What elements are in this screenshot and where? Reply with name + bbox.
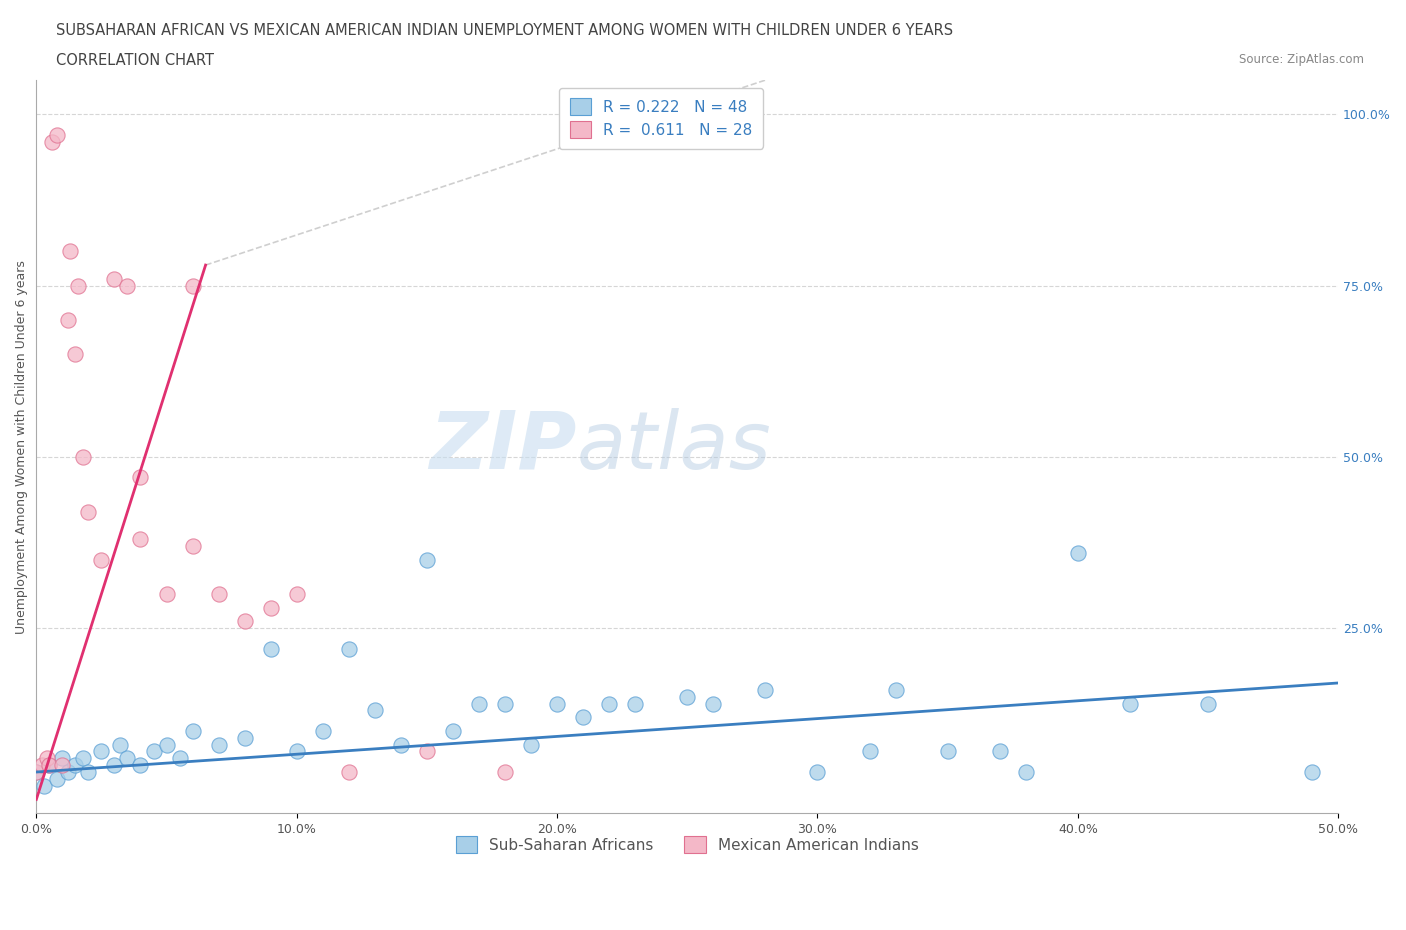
Point	[1119, 696, 1142, 711]
Point	[364, 703, 387, 718]
Point	[51, 758, 73, 773]
Point	[494, 696, 516, 711]
Point	[72, 449, 94, 464]
Point	[155, 737, 177, 752]
Point	[207, 737, 229, 752]
Point	[1067, 545, 1090, 560]
Point	[46, 127, 69, 142]
Point	[181, 538, 204, 553]
Point	[51, 751, 73, 765]
Point	[181, 724, 204, 738]
Point	[72, 751, 94, 765]
Point	[207, 587, 229, 602]
Legend: Sub-Saharan Africans, Mexican American Indians: Sub-Saharan Africans, Mexican American I…	[449, 829, 927, 860]
Point	[337, 642, 360, 657]
Point	[416, 744, 439, 759]
Point	[233, 614, 256, 629]
Point	[90, 744, 112, 759]
Point	[59, 244, 82, 259]
Point	[520, 737, 543, 752]
Text: CORRELATION CHART: CORRELATION CHART	[56, 53, 214, 68]
Point	[65, 347, 87, 362]
Point	[285, 744, 308, 759]
Text: Source: ZipAtlas.com: Source: ZipAtlas.com	[1239, 53, 1364, 66]
Text: ZIP: ZIP	[429, 407, 576, 485]
Point	[77, 764, 100, 779]
Point	[56, 764, 79, 779]
Point	[25, 764, 48, 779]
Point	[1301, 764, 1323, 779]
Point	[337, 764, 360, 779]
Point	[56, 312, 79, 327]
Point	[546, 696, 568, 711]
Point	[1197, 696, 1219, 711]
Point	[233, 730, 256, 745]
Point	[416, 552, 439, 567]
Point	[676, 689, 699, 704]
Point	[108, 737, 131, 752]
Point	[38, 758, 60, 773]
Point	[468, 696, 491, 711]
Point	[1015, 764, 1038, 779]
Point	[35, 751, 58, 765]
Point	[806, 764, 828, 779]
Point	[312, 724, 335, 738]
Point	[285, 587, 308, 602]
Point	[31, 758, 53, 773]
Point	[494, 764, 516, 779]
Y-axis label: Unemployment Among Women with Children Under 6 years: Unemployment Among Women with Children U…	[15, 259, 28, 633]
Point	[884, 683, 907, 698]
Point	[572, 710, 595, 724]
Point	[129, 758, 152, 773]
Point	[90, 552, 112, 567]
Point	[103, 272, 125, 286]
Text: SUBSAHARAN AFRICAN VS MEXICAN AMERICAN INDIAN UNEMPLOYMENT AMONG WOMEN WITH CHIL: SUBSAHARAN AFRICAN VS MEXICAN AMERICAN I…	[56, 23, 953, 38]
Point	[624, 696, 647, 711]
Point	[389, 737, 412, 752]
Point	[38, 758, 60, 773]
Point	[46, 772, 69, 787]
Text: atlas: atlas	[576, 407, 772, 485]
Point	[260, 600, 283, 615]
Point	[32, 778, 55, 793]
Point	[598, 696, 620, 711]
Point	[65, 758, 87, 773]
Point	[181, 278, 204, 293]
Point	[858, 744, 880, 759]
Point	[260, 642, 283, 657]
Point	[129, 470, 152, 485]
Point	[25, 764, 48, 779]
Point	[169, 751, 191, 765]
Point	[754, 683, 776, 698]
Point	[66, 278, 89, 293]
Point	[129, 532, 152, 547]
Point	[155, 587, 177, 602]
Point	[77, 504, 100, 519]
Point	[117, 278, 139, 293]
Point	[702, 696, 724, 711]
Point	[41, 134, 63, 149]
Point	[988, 744, 1011, 759]
Point	[117, 751, 139, 765]
Point	[142, 744, 165, 759]
Point	[441, 724, 464, 738]
Point	[936, 744, 959, 759]
Point	[103, 758, 125, 773]
